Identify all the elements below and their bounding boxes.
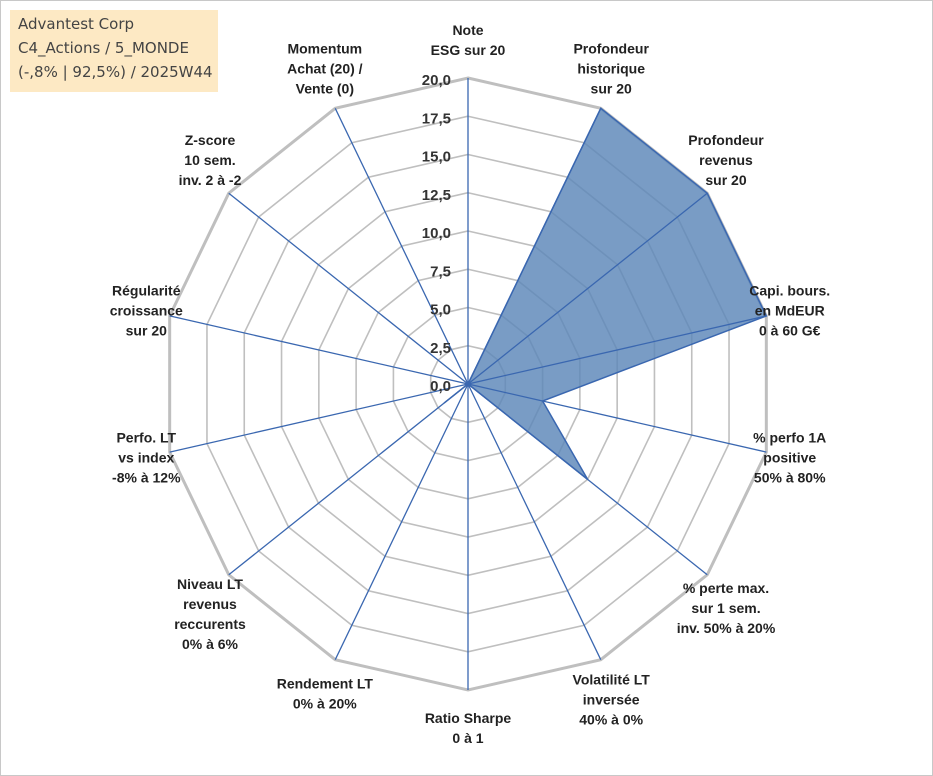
category-label: Capi. bours. en MdEUR 0 à 60 G€ xyxy=(749,283,830,339)
category-label-line: 0 à 1 xyxy=(452,730,483,746)
axis-spoke xyxy=(334,108,469,385)
axis-spoke xyxy=(228,192,469,385)
tick-label: 12,5 xyxy=(422,187,451,204)
category-label-line: Volatilité LT xyxy=(573,671,651,687)
category-label: % perte max. sur 1 sem. inv. 50% à 20% xyxy=(677,580,776,636)
info-line-period: (-,8% | 92,5%) / 2025W44 xyxy=(18,63,213,81)
category-label-line: 40% à 0% xyxy=(579,711,643,727)
category-label-line: en MdEUR xyxy=(755,303,825,319)
category-label-line: sur 1 sem. xyxy=(691,600,760,616)
category-label: Volatilité LT inversée 40% à 0% xyxy=(573,671,651,727)
category-label-line: 50% à 80% xyxy=(754,469,826,485)
tick-layer: 0,0 2,5 5,0 7,5 10,0 12,5 15,0 17,5 20,0 xyxy=(422,72,451,395)
category-label-line: Rendement LT xyxy=(277,675,374,691)
category-label-line: historique xyxy=(577,61,645,77)
category-label: Niveau LT revenus reccurents 0% à 6% xyxy=(174,576,246,652)
category-label: Ratio Sharpe 0 à 1 xyxy=(425,710,512,746)
category-label: Profondeur historique sur 20 xyxy=(573,41,649,97)
tick-label: 10,0 xyxy=(422,225,451,242)
category-label: Note ESG sur 20 xyxy=(431,22,506,58)
axis-spoke xyxy=(467,108,602,385)
category-label-line: Z-score xyxy=(185,132,236,148)
info-box: Advantest Corp C4_Actions / 5_MONDE (-,8… xyxy=(10,10,218,92)
tick-label: 20,0 xyxy=(422,72,451,89)
category-label-line: Achat (20) / xyxy=(287,61,363,77)
axis-spoke xyxy=(334,383,469,660)
category-label: Z-score 10 sem. inv. 2 à -2 xyxy=(179,132,242,188)
info-line-portfolio: C4_Actions / 5_MONDE xyxy=(18,39,189,57)
category-label: % perfo 1A positive 50% à 80% xyxy=(753,429,826,485)
category-label-line: Note xyxy=(452,22,483,38)
category-label-line: Niveau LT xyxy=(177,576,243,592)
tick-label: 5,0 xyxy=(430,302,451,319)
tick-label: 7,5 xyxy=(430,263,451,280)
category-label-line: Régularité xyxy=(112,283,181,299)
category-label: Régularité croissance sur 20 xyxy=(110,283,183,339)
info-line-company: Advantest Corp xyxy=(18,15,135,33)
category-label-line: positive xyxy=(763,449,816,465)
category-label: Momentum Achat (20) / Vente (0) xyxy=(287,41,363,97)
category-label-line: ESG sur 20 xyxy=(431,42,506,58)
category-label-line: inv. 2 à -2 xyxy=(179,172,242,188)
category-label-line: inv. 50% à 20% xyxy=(677,620,776,636)
category-label-line: croissance xyxy=(110,303,183,319)
category-label-line: Perfo. LT xyxy=(116,429,176,445)
tick-label: 15,0 xyxy=(422,149,451,166)
tick-label: 17,5 xyxy=(422,110,451,127)
category-label-line: Vente (0) xyxy=(296,81,354,97)
category-label-line: revenus xyxy=(699,152,753,168)
axis-spoke xyxy=(228,383,469,576)
axis-spoke xyxy=(467,192,708,385)
category-label-line: % perfo 1A xyxy=(753,429,826,445)
axis-spoke xyxy=(467,383,767,453)
category-label-line: inversée xyxy=(583,691,640,707)
axis-spoke xyxy=(467,383,602,660)
tick-label: 2,5 xyxy=(430,340,451,357)
category-label-line: -8% à 12% xyxy=(112,469,181,485)
category-label-line: reccurents xyxy=(174,616,246,632)
category-label-line: Profondeur xyxy=(573,41,649,57)
category-label-line: 10 sem. xyxy=(184,152,235,168)
category-label-layer: Note ESG sur 20 Profondeur historique sur 20… xyxy=(110,22,830,746)
category-label: Rendement LT 0% à 20% xyxy=(277,675,374,711)
category-label-line: revenus xyxy=(183,596,237,612)
category-label-line: sur 20 xyxy=(126,323,167,339)
axis-spoke xyxy=(169,315,469,385)
tick-label: 0,0 xyxy=(430,378,451,395)
category-label-line: Profondeur xyxy=(688,132,764,148)
category-label-line: sur 20 xyxy=(705,172,746,188)
category-label-line: Capi. bours. xyxy=(749,283,830,299)
category-label-line: % perte max. xyxy=(683,580,769,596)
category-label: Perfo. LT vs index -8% à 12% xyxy=(112,429,181,485)
category-label: Profondeur revenus sur 20 xyxy=(688,132,764,188)
category-label-line: 0 à 60 G€ xyxy=(759,323,821,339)
axis-spoke xyxy=(467,383,708,576)
spoke-layer xyxy=(169,78,767,690)
axis-spoke xyxy=(169,383,469,453)
category-label-line: vs index xyxy=(118,449,174,465)
category-label-line: Ratio Sharpe xyxy=(425,710,512,726)
category-label-line: 0% à 6% xyxy=(182,636,239,652)
category-label-line: sur 20 xyxy=(591,81,632,97)
axis-spoke xyxy=(467,315,767,385)
category-label-line: 0% à 20% xyxy=(293,695,357,711)
category-label-line: Momentum xyxy=(287,41,362,57)
